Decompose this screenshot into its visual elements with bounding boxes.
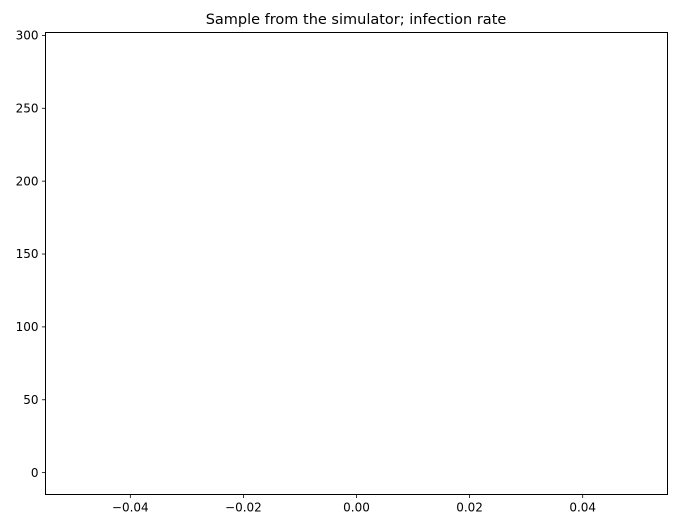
y-tick-label: 150 [16,247,39,261]
chart-title: Sample from the simulator; infection rat… [206,12,507,28]
y-axis: 0 50 100 150 200 250 300 [16,29,46,480]
y-tick-label: 50 [23,393,38,407]
y-tick-label: 300 [16,29,39,43]
y-tick-label: 200 [16,174,39,188]
x-tick-label: −0.02 [225,501,262,515]
y-tick-label: 100 [16,320,39,334]
x-tick-label: 0.02 [456,501,483,515]
y-tick-label: 250 [16,101,39,115]
y-tick-label: 0 [31,466,39,480]
x-tick-label: 0.04 [569,501,596,515]
x-tick-label: 0.00 [343,501,370,515]
x-tick-label: −0.04 [112,501,149,515]
x-axis: −0.04 −0.02 0.00 0.02 0.04 [112,494,596,515]
